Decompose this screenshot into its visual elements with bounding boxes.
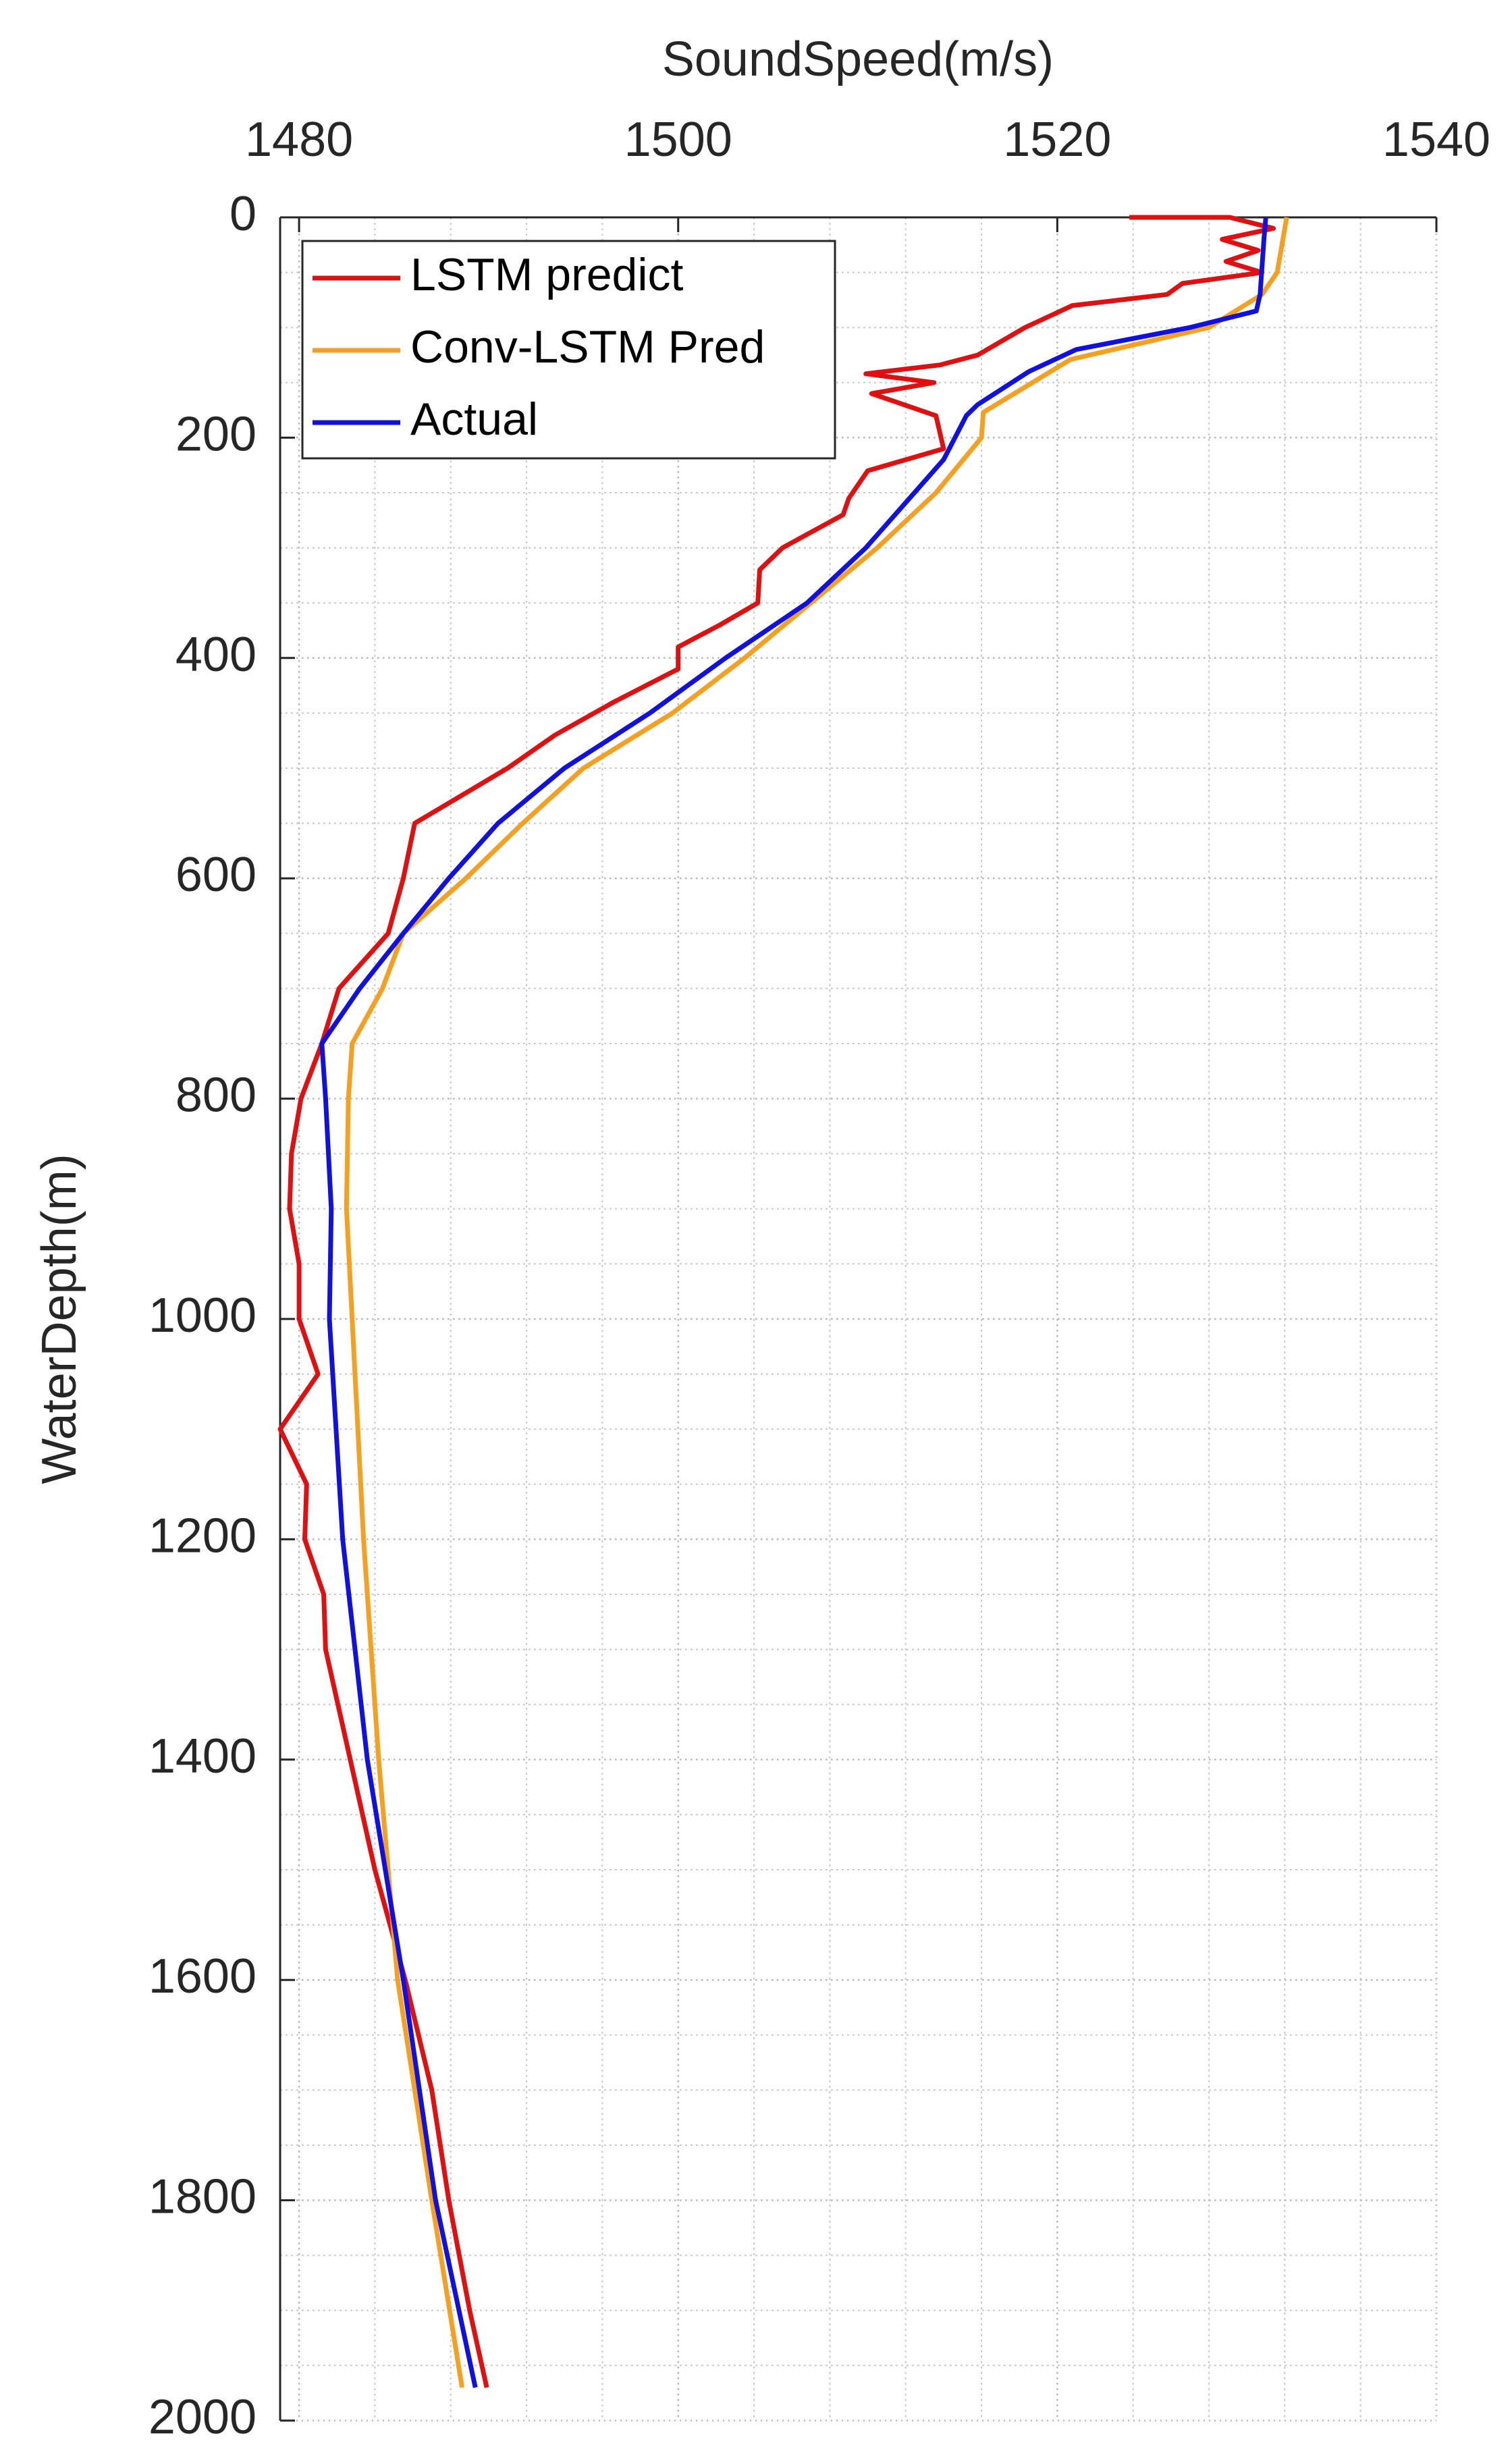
y-tick-label: 1600 (148, 1949, 256, 2003)
series-line (277, 215, 1276, 2388)
y-tick-label: 2000 (148, 2390, 256, 2444)
legend-label: Conv-LSTM Pred (410, 321, 765, 373)
y-tick-label: 400 (176, 628, 256, 682)
y-tick-label: 1000 (148, 1289, 256, 1343)
y-tick-label: 1800 (148, 2170, 256, 2224)
legend-label: LSTM predict (410, 249, 683, 300)
x-axis-title: SoundSpeed(m/s) (662, 32, 1054, 86)
y-tick-label: 600 (176, 848, 256, 902)
y-tick-label: 0 (230, 187, 256, 241)
series-line (319, 217, 1268, 2388)
x-tick-label: 1500 (624, 113, 732, 167)
series-line (344, 217, 1289, 2388)
y-tick-label: 200 (176, 407, 256, 461)
x-tick-label: 1480 (245, 113, 353, 167)
y-axis-title: WaterDepth(m) (32, 1154, 86, 1484)
legend-label: Actual (410, 394, 538, 445)
y-tick-label: 1400 (148, 1729, 256, 1783)
x-tick-label: 1540 (1382, 113, 1490, 167)
y-tick-label: 1200 (148, 1509, 256, 1563)
y-tick-label: 800 (176, 1069, 256, 1123)
x-tick-label: 1520 (1003, 113, 1111, 167)
